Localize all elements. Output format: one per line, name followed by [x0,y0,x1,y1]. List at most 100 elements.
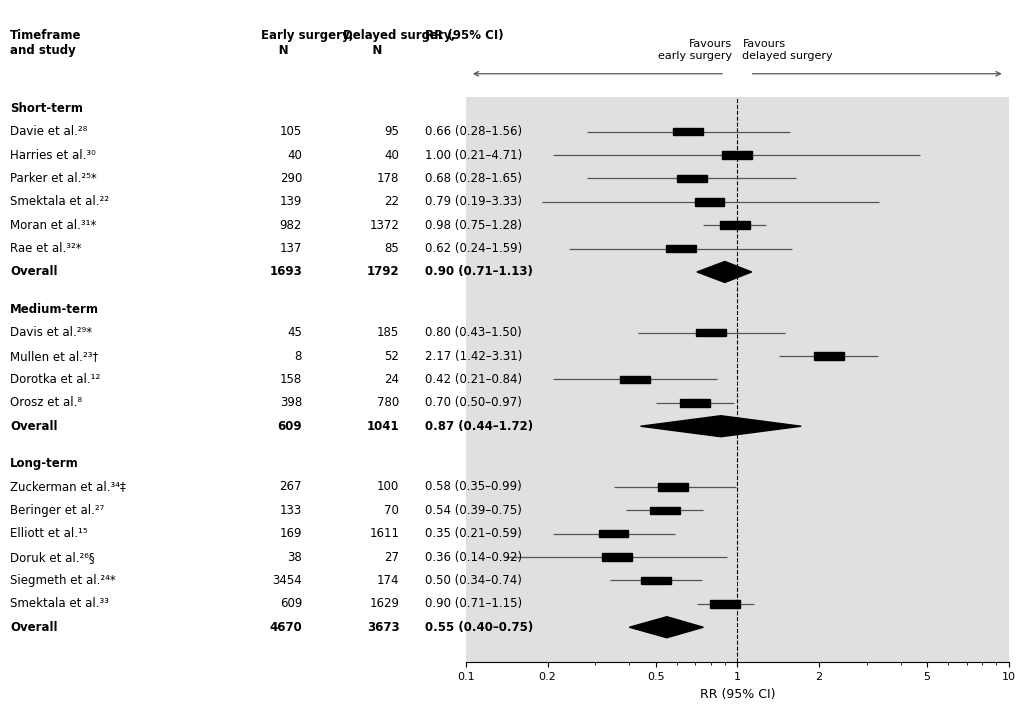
Text: 3454: 3454 [272,574,302,587]
Text: 1041: 1041 [367,420,399,432]
Bar [710,600,739,608]
Text: 609: 609 [280,597,302,610]
Text: 0.66 (0.28–1.56): 0.66 (0.28–1.56) [425,125,522,138]
Text: Elliott et al.¹⁵: Elliott et al.¹⁵ [10,527,88,541]
Bar [814,352,844,360]
Text: Rae et al.³²*: Rae et al.³²* [10,242,82,255]
Text: 1.00 (0.21–4.71): 1.00 (0.21–4.71) [425,149,522,162]
Bar [674,128,703,135]
Text: 2.17 (1.42–3.31): 2.17 (1.42–3.31) [425,349,522,362]
Text: Favours
early surgery: Favours early surgery [658,39,732,61]
Text: 38: 38 [288,551,302,563]
Text: Early surgery,
   N: Early surgery, N [261,29,353,57]
Text: 398: 398 [280,397,302,410]
Text: 27: 27 [384,551,399,563]
Text: Beringer et al.²⁷: Beringer et al.²⁷ [10,504,104,517]
Text: 52: 52 [384,349,399,362]
Text: 982: 982 [280,218,302,232]
Bar [650,507,680,514]
Polygon shape [641,416,801,437]
Text: 169: 169 [280,527,302,541]
Text: 137: 137 [280,242,302,255]
Bar [680,399,711,407]
Text: 24: 24 [384,373,399,386]
Text: 267: 267 [280,480,302,493]
Text: 100: 100 [377,480,399,493]
Polygon shape [630,616,703,638]
Text: 0.68 (0.28–1.65): 0.68 (0.28–1.65) [425,172,522,185]
Text: 0.80 (0.43–1.50): 0.80 (0.43–1.50) [425,326,521,339]
Text: 8: 8 [295,349,302,362]
Text: 1611: 1611 [370,527,399,541]
Text: Zuckerman et al.³⁴‡: Zuckerman et al.³⁴‡ [10,480,126,493]
Bar [666,245,696,252]
Text: Timeframe
and study: Timeframe and study [10,29,82,57]
Text: Dorotka et al.¹²: Dorotka et al.¹² [10,373,100,386]
Text: 780: 780 [377,397,399,410]
Text: 0.90 (0.71–1.15): 0.90 (0.71–1.15) [425,597,522,610]
Text: Davie et al.²⁸: Davie et al.²⁸ [10,125,87,138]
Text: 0.42 (0.21–0.84): 0.42 (0.21–0.84) [425,373,522,386]
Text: Long-term: Long-term [10,457,79,470]
Text: 0.36 (0.14–0.92): 0.36 (0.14–0.92) [425,551,522,563]
Text: Moran et al.³¹*: Moran et al.³¹* [10,218,96,232]
Text: Doruk et al.²⁶§: Doruk et al.²⁶§ [10,551,95,563]
Text: Overall: Overall [10,420,57,432]
Text: 158: 158 [280,373,302,386]
Text: Overall: Overall [10,621,57,634]
Text: Delayed surgery,
     N: Delayed surgery, N [343,29,456,57]
X-axis label: RR (95% CI): RR (95% CI) [699,687,775,700]
Text: 95: 95 [384,125,399,138]
Text: 4670: 4670 [269,621,302,634]
Text: Davis et al.²⁹*: Davis et al.²⁹* [10,326,92,339]
Bar [720,221,750,229]
Text: Short-term: Short-term [10,102,83,115]
Bar [599,530,629,538]
Bar [696,329,726,337]
Bar [722,151,753,159]
Text: 290: 290 [280,172,302,185]
Text: 0.98 (0.75–1.28): 0.98 (0.75–1.28) [425,218,522,232]
Text: 0.58 (0.35–0.99): 0.58 (0.35–0.99) [425,480,521,493]
Text: 0.55 (0.40–0.75): 0.55 (0.40–0.75) [425,621,534,634]
Text: 3673: 3673 [367,621,399,634]
Bar [621,376,650,383]
Text: Orosz et al.⁸: Orosz et al.⁸ [10,397,82,410]
Text: Siegmeth et al.²⁴*: Siegmeth et al.²⁴* [10,574,116,587]
Bar [658,483,688,490]
Text: 0.87 (0.44–1.72): 0.87 (0.44–1.72) [425,420,534,432]
Text: 40: 40 [384,149,399,162]
Text: 133: 133 [280,504,302,517]
Text: 185: 185 [377,326,399,339]
Bar [641,577,671,584]
Text: 1372: 1372 [370,218,399,232]
Text: Favours
delayed surgery: Favours delayed surgery [742,39,834,61]
Text: 0.70 (0.50–0.97): 0.70 (0.50–0.97) [425,397,522,410]
Polygon shape [697,261,752,283]
Text: 1629: 1629 [370,597,399,610]
Text: 178: 178 [377,172,399,185]
Text: 0.62 (0.24–1.59): 0.62 (0.24–1.59) [425,242,522,255]
Text: 0.79 (0.19–3.33): 0.79 (0.19–3.33) [425,195,522,208]
Text: Mullen et al.²³†: Mullen et al.²³† [10,349,98,362]
Text: 40: 40 [287,149,302,162]
Text: 609: 609 [278,420,302,432]
Text: Harries et al.³⁰: Harries et al.³⁰ [10,149,96,162]
Text: 0.35 (0.21–0.59): 0.35 (0.21–0.59) [425,527,522,541]
Text: Parker et al.²⁵*: Parker et al.²⁵* [10,172,97,185]
Bar [677,175,707,182]
Text: 0.54 (0.39–0.75): 0.54 (0.39–0.75) [425,504,522,517]
Text: 22: 22 [384,195,399,208]
Text: RR (95% CI): RR (95% CI) [425,29,504,42]
Text: 0.90 (0.71–1.13): 0.90 (0.71–1.13) [425,266,532,279]
Text: Overall: Overall [10,266,57,279]
Text: 45: 45 [287,326,302,339]
Text: 174: 174 [377,574,399,587]
Text: Medium-term: Medium-term [10,303,99,316]
Text: 85: 85 [385,242,399,255]
Text: 105: 105 [280,125,302,138]
Text: 0.50 (0.34–0.74): 0.50 (0.34–0.74) [425,574,522,587]
Text: 70: 70 [384,504,399,517]
Text: 1693: 1693 [269,266,302,279]
Text: 139: 139 [280,195,302,208]
